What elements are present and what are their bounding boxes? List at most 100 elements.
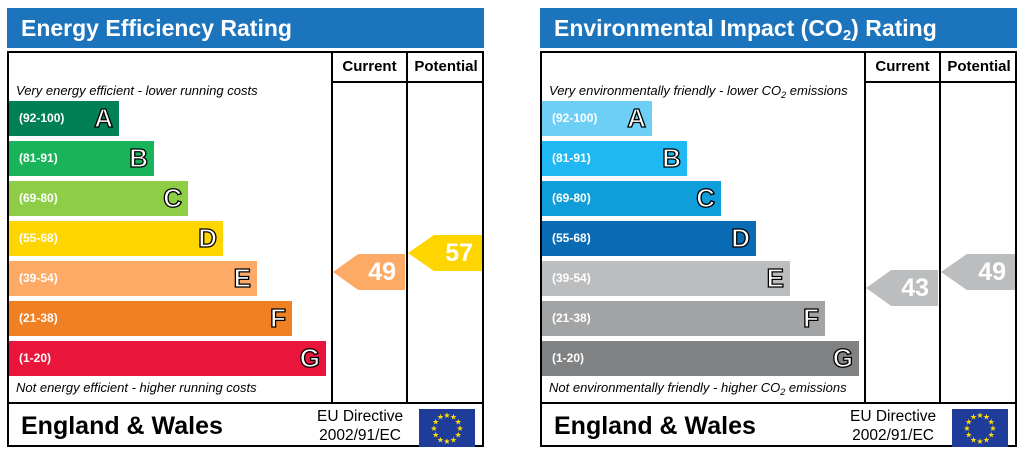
rating-band-d: (55-68) D: [9, 221, 223, 256]
rating-band-c: (69-80) C: [542, 181, 721, 216]
column-divider: [406, 53, 408, 402]
rating-band-g: (1-20) G: [9, 341, 326, 376]
eu-star-icon: ★: [432, 431, 439, 440]
eu-star-icon: ★: [965, 418, 972, 427]
band-letter-label: E: [766, 262, 785, 293]
rating-band-d: (55-68) D: [542, 221, 756, 256]
eu-star-icon: ★: [965, 431, 972, 440]
eu-star-icon: ★: [983, 413, 990, 422]
column-header-current: Current: [875, 58, 930, 75]
eu-star-icon: ★: [430, 424, 437, 433]
band-range-label: (1-20): [19, 351, 52, 365]
rating-band-e: (39-54) E: [542, 261, 790, 296]
band-range-label: (21-38): [19, 311, 58, 325]
eu-star-icon: ★: [450, 435, 457, 444]
band-letter-label: G: [299, 342, 321, 373]
band-letter-label: G: [832, 342, 854, 373]
panel-title: Energy Efficiency Rating: [7, 8, 484, 48]
eu-star-icon: ★: [970, 413, 977, 422]
eu-star-icon: ★: [432, 418, 439, 427]
top-caption: Very environmentally friendly - lower CO…: [549, 83, 848, 100]
eu-star-icon: ★: [443, 411, 450, 420]
band-range-label: (92-100): [552, 111, 598, 125]
band-letter-label: A: [627, 102, 647, 133]
potential-rating-arrow: 49: [941, 254, 1015, 290]
eu-star-icon: ★: [963, 424, 970, 433]
band-letter-label: D: [198, 222, 218, 253]
panel-title: Environmental Impact (CO2) Rating: [540, 8, 1017, 48]
eu-star-icon: ★: [989, 424, 996, 433]
eu-star-icon: ★: [456, 424, 463, 433]
band-letter-label: F: [802, 302, 819, 333]
rating-frame: Current Potential Very energy efficient …: [7, 51, 484, 447]
band-range-label: (69-80): [552, 191, 591, 205]
eu-star-icon: ★: [455, 431, 462, 440]
eu-star-icon: ★: [443, 437, 450, 446]
eu-flag-icon: ★ ★ ★ ★ ★ ★ ★ ★ ★ ★ ★ ★: [952, 409, 1008, 447]
region-label: England & Wales: [21, 412, 223, 440]
band-range-label: (21-38): [552, 311, 591, 325]
directive-line-1: EU Directive: [850, 408, 937, 425]
eu-directive: EU Directive 2002/91/EC: [850, 407, 936, 445]
band-letter-label: F: [269, 302, 286, 333]
band-letter-label: D: [731, 222, 751, 253]
current-rating-arrow: 49: [333, 254, 405, 290]
band-range-label: (1-20): [552, 351, 585, 365]
footer-divider: [9, 402, 482, 404]
band-range-label: (69-80): [19, 191, 58, 205]
band-range-label: (92-100): [19, 111, 65, 125]
band-range-label: (55-68): [552, 231, 591, 245]
region-label: England & Wales: [554, 412, 756, 440]
band-letter-label: C: [696, 182, 716, 213]
header-divider: [331, 81, 484, 83]
top-caption: Very energy efficient - lower running co…: [16, 83, 258, 98]
rating-frame: Current Potential Very environmentally f…: [540, 51, 1017, 447]
band-letter-label: B: [129, 142, 149, 173]
rating-band-c: (69-80) C: [9, 181, 188, 216]
eu-star-icon: ★: [455, 418, 462, 427]
eu-flag-icon: ★ ★ ★ ★ ★ ★ ★ ★ ★ ★ ★ ★: [419, 409, 475, 447]
footer-divider: [542, 402, 1015, 404]
environmental-impact-panel: Environmental Impact (CO2) Rating Curren…: [540, 8, 1017, 448]
bottom-caption: Not energy efficient - higher running co…: [16, 380, 257, 395]
eu-star-icon: ★: [976, 437, 983, 446]
band-range-label: (39-54): [552, 271, 591, 285]
eu-star-icon: ★: [437, 413, 444, 422]
band-range-label: (39-54): [19, 271, 58, 285]
band-range-label: (81-91): [19, 151, 58, 165]
column-divider: [331, 53, 333, 402]
eu-star-icon: ★: [983, 435, 990, 444]
eu-star-icon: ★: [450, 413, 457, 422]
energy-efficiency-panel: Energy Efficiency Rating Current Potenti…: [7, 8, 484, 448]
column-divider: [939, 53, 941, 402]
rating-band-f: (21-38) F: [542, 301, 825, 336]
band-letter-label: A: [94, 102, 114, 133]
eu-star-icon: ★: [437, 435, 444, 444]
current-rating-arrow: 43: [866, 270, 938, 306]
eu-star-icon: ★: [988, 418, 995, 427]
band-range-label: (81-91): [552, 151, 591, 165]
rating-band-e: (39-54) E: [9, 261, 257, 296]
eu-star-icon: ★: [988, 431, 995, 440]
header-divider: [864, 81, 1017, 83]
directive-line-2: 2002/91/EC: [852, 427, 934, 444]
rating-band-f: (21-38) F: [9, 301, 292, 336]
column-header-potential: Potential: [947, 58, 1011, 75]
column-header-potential: Potential: [414, 58, 478, 75]
rating-band-a: (92-100) A: [9, 101, 119, 136]
rating-band-b: (81-91) B: [9, 141, 154, 176]
band-letter-label: B: [662, 142, 682, 173]
potential-rating-arrow: 57: [408, 235, 482, 271]
directive-line-1: EU Directive: [317, 408, 404, 425]
eu-star-icon: ★: [976, 411, 983, 420]
eu-star-icon: ★: [970, 435, 977, 444]
eu-directive: EU Directive 2002/91/EC: [317, 407, 403, 445]
rating-band-b: (81-91) B: [542, 141, 687, 176]
column-header-current: Current: [342, 58, 397, 75]
band-range-label: (55-68): [19, 231, 58, 245]
directive-line-2: 2002/91/EC: [319, 427, 401, 444]
rating-band-a: (92-100) A: [542, 101, 652, 136]
column-divider: [864, 53, 866, 402]
band-letter-label: E: [233, 262, 252, 293]
rating-band-g: (1-20) G: [542, 341, 859, 376]
